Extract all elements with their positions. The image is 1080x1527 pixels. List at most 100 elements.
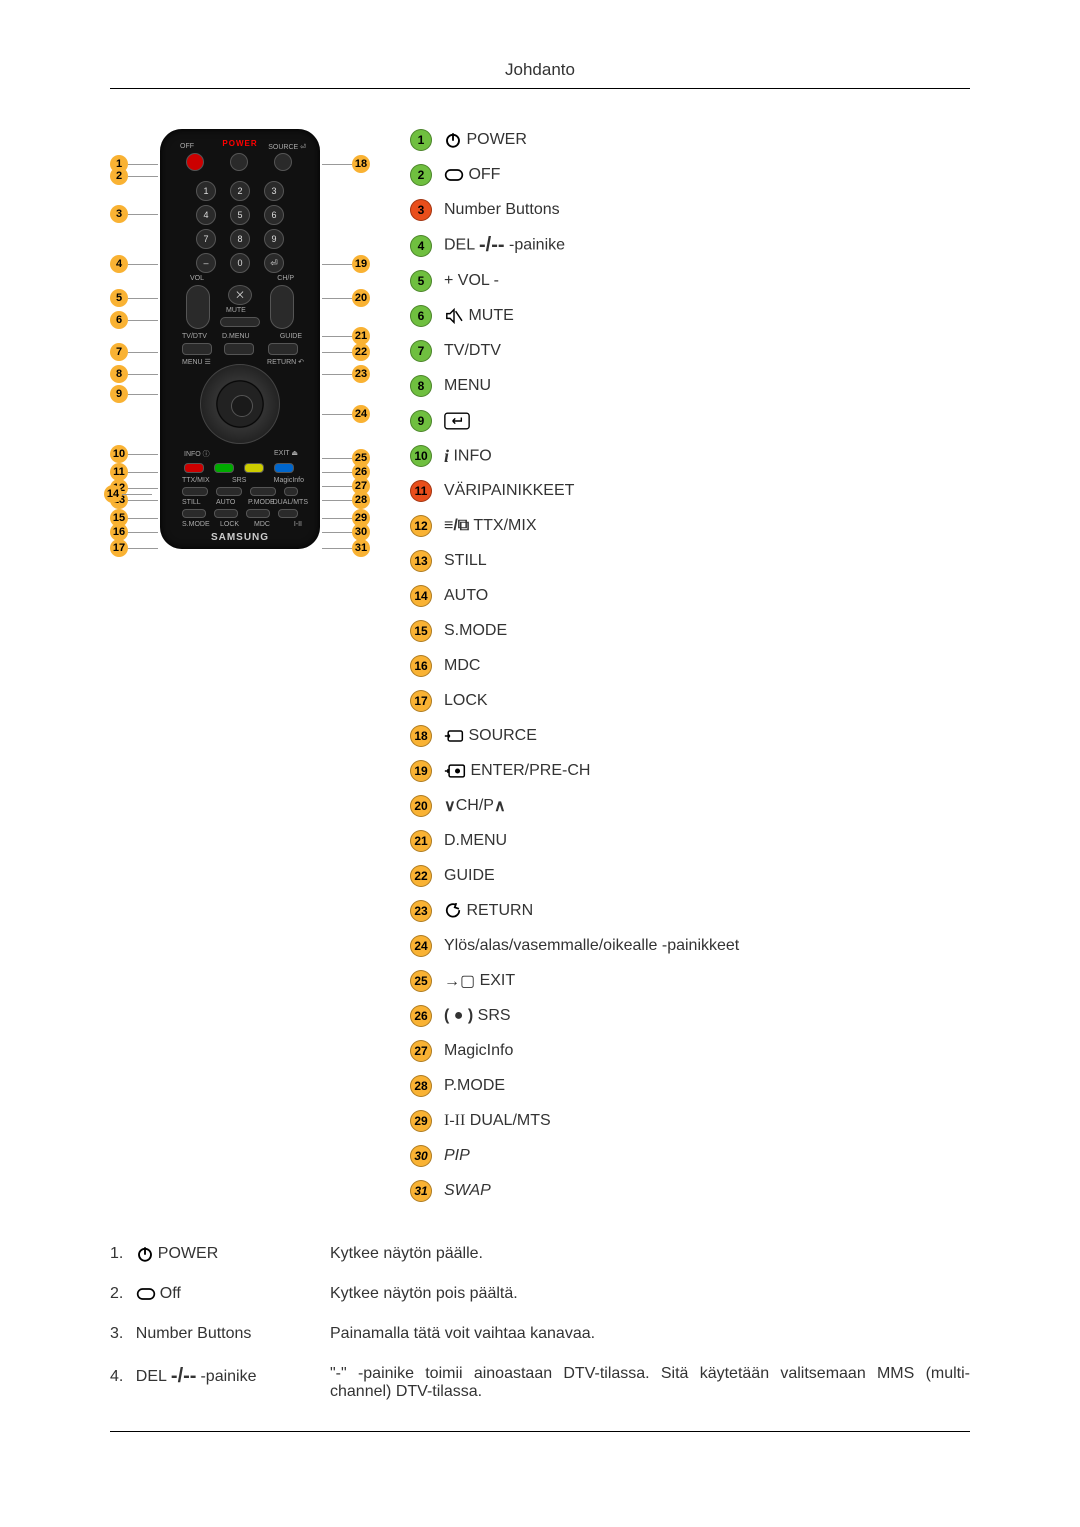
- legend-item: 10i INFO: [410, 445, 970, 467]
- remote-callout: 19: [322, 255, 370, 273]
- remote-callout: 22: [322, 343, 370, 361]
- legend-label: MUTE: [444, 307, 514, 325]
- legend-label: ENTER/PRE-CH: [444, 762, 590, 780]
- remote-callout: 5: [110, 289, 158, 307]
- legend-badge: 28: [410, 1075, 432, 1097]
- legend-badge: 11: [410, 480, 432, 502]
- legend-item: 16MDC: [410, 655, 970, 677]
- legend-item: 21 D.MENU: [410, 830, 970, 852]
- legend-item: 22 GUIDE: [410, 865, 970, 887]
- legend-label: RETURN: [444, 902, 533, 920]
- legend-badge: 19: [410, 760, 432, 782]
- legend-badge: 9: [410, 410, 432, 432]
- legend-label: ≡/⧉ TTX/MIX: [444, 517, 536, 535]
- legend-badge: 25: [410, 970, 432, 992]
- legend-badge: 4: [410, 235, 432, 257]
- description-row: 4. DEL -/---painike "-" -painike toimii …: [110, 1365, 970, 1401]
- legend-label: D.MENU: [444, 832, 507, 850]
- remote-callout: 17: [110, 539, 158, 557]
- legend-label: GUIDE: [444, 867, 495, 885]
- legend-badge: 1: [410, 129, 432, 151]
- legend-label: POWER: [444, 131, 527, 149]
- legend-item: 20∨ CH/P ∧: [410, 795, 970, 817]
- description-term: 4. DEL -/---painike: [110, 1365, 330, 1388]
- off-icon: [136, 1287, 156, 1301]
- return-icon: [444, 903, 462, 919]
- legend-label: + VOL -: [444, 272, 499, 290]
- description-text: "-" -painike toimii ainoastaan DTV-tilas…: [330, 1365, 970, 1401]
- remote-callout: 28: [322, 491, 370, 509]
- legend-badge: 6: [410, 305, 432, 327]
- legend-label: ∨ CH/P ∧: [444, 796, 506, 816]
- legend-item: 18 SOURCE: [410, 725, 970, 747]
- legend-item: 19 ENTER/PRE-CH: [410, 760, 970, 782]
- legend-item: 3Number Buttons: [410, 199, 970, 221]
- ttx-icon: ≡/⧉: [444, 517, 469, 535]
- description-row: 3. Number Buttons Painamalla tätä voit v…: [110, 1325, 970, 1343]
- description-term: 3. Number Buttons: [110, 1325, 330, 1343]
- legend-label: MENU: [444, 377, 491, 395]
- main-content: POWER OFF SOURCE ⏎ 1 2 3 4 5 6 7 8: [110, 129, 970, 1215]
- remote-wrap: POWER OFF SOURCE ⏎ 1 2 3 4 5 6 7 8: [110, 129, 370, 549]
- legend-item: 31SWAP: [410, 1180, 970, 1202]
- legend-badge: 17: [410, 690, 432, 712]
- remote-callout: 18: [322, 155, 370, 173]
- legend-badge: 7: [410, 340, 432, 362]
- legend-badge: 18: [410, 725, 432, 747]
- legend-label: P.MODE: [444, 1077, 505, 1095]
- remote-callout: 8: [110, 365, 158, 383]
- description-text: Painamalla tätä voit vaihtaa kanavaa.: [330, 1325, 970, 1343]
- del-icon: -/--: [171, 1365, 197, 1388]
- legend-badge: 12: [410, 515, 432, 537]
- legend-item: 28 P.MODE: [410, 1075, 970, 1097]
- legend-item: 15S.MODE: [410, 620, 970, 642]
- exit-icon: →▢: [444, 971, 475, 991]
- legend-badge: 5: [410, 270, 432, 292]
- legend-badge: 23: [410, 900, 432, 922]
- legend-label: →▢ EXIT: [444, 971, 515, 991]
- legend-item: 1 POWER: [410, 129, 970, 151]
- legend-label: Ylös/alas/vasemmalle/oikealle -painikkee…: [444, 937, 739, 955]
- legend-label: DEL -/-- -painike: [444, 234, 565, 257]
- legend-badge: 24: [410, 935, 432, 957]
- legend-badge: 21: [410, 830, 432, 852]
- page: Johdanto POWER OFF SOURCE ⏎ 1 2 3 4: [0, 0, 1080, 1492]
- description-text: Kytkee näytön päälle.: [330, 1245, 970, 1263]
- legend-badge: 26: [410, 1005, 432, 1027]
- legend-label: ( ● ) SRS: [444, 1007, 511, 1025]
- mute-icon: [444, 308, 464, 324]
- legend-label: I-II DUAL/MTS: [444, 1112, 551, 1130]
- remote-callout: 6: [110, 311, 158, 329]
- chp-up-icon: ∧: [494, 796, 506, 816]
- legend-badge: 30: [410, 1145, 432, 1167]
- legend-label: OFF: [444, 166, 500, 184]
- remote-callout: 2: [110, 167, 158, 185]
- legend-badge: 10: [410, 445, 432, 467]
- legend-item: 4 DEL -/-- -painike: [410, 234, 970, 257]
- del-icon: -/--: [479, 234, 505, 257]
- legend-label: TV/DTV: [444, 342, 501, 360]
- source-icon: [444, 729, 464, 743]
- legend-item: 14AUTO: [410, 585, 970, 607]
- remote-callout: 31: [322, 539, 370, 557]
- remote-power-label: POWER: [222, 139, 257, 148]
- description-term: 1. POWER: [110, 1245, 330, 1263]
- enter-icon: [444, 412, 470, 430]
- legend-item: 5 + VOL -: [410, 270, 970, 292]
- legend-label: MagicInfo: [444, 1042, 513, 1060]
- legend-badge: 29: [410, 1110, 432, 1132]
- legend-item: 24 Ylös/alas/vasemmalle/oikealle -painikk…: [410, 935, 970, 957]
- legend-badge: 27: [410, 1040, 432, 1062]
- remote-callout: 10: [110, 445, 158, 463]
- description-term: 2. Off: [110, 1285, 330, 1303]
- legend-item: 11 VÄRIPAINIKKEET: [410, 480, 970, 502]
- legend-label: SOURCE: [444, 727, 537, 745]
- legend-badge: 22: [410, 865, 432, 887]
- legend-badge: 14: [410, 585, 432, 607]
- legend-item: 13STILL: [410, 550, 970, 572]
- power-icon: [444, 131, 462, 149]
- prech-icon: [444, 763, 466, 779]
- legend-label: VÄRIPAINIKKEET: [444, 482, 574, 500]
- legend-badge: 16: [410, 655, 432, 677]
- legend-label: Number Buttons: [444, 201, 560, 219]
